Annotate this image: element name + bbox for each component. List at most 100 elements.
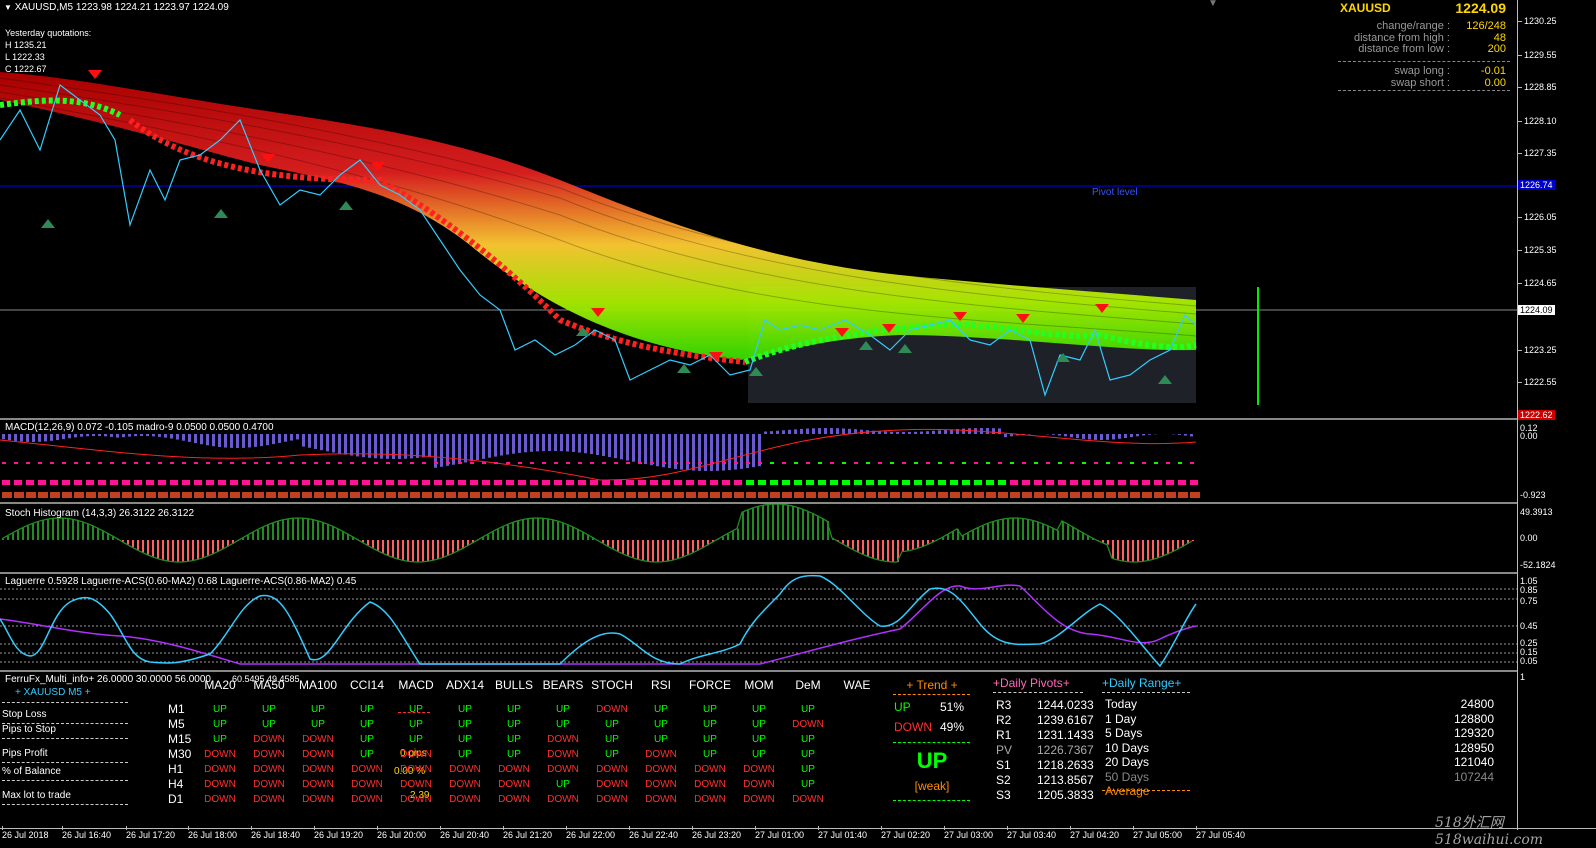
indicator-signal: UP [392,734,440,745]
indicator-signal: DOWN [490,779,538,790]
macd-block [266,492,276,498]
macd-block [746,492,756,498]
macd-bar [158,434,161,437]
indicator-column-header: WAE [833,678,881,692]
macd-block [134,480,142,485]
stoch-bar [1032,520,1034,540]
macd-bar [1118,434,1121,439]
macd-dot [1118,462,1122,464]
macd-block [38,480,46,485]
indicator-signal: DOWN [294,749,342,760]
macd-dot [98,462,102,464]
scroll-marker-icon[interactable]: ▼ [1208,0,1218,9]
laguerre-pane[interactable] [0,574,1517,670]
macd-block [1046,492,1056,498]
macd-block [506,480,514,485]
macd-bar [1148,434,1151,435]
stoch-bar [212,540,214,554]
pivot-value: 1205.3833 [1037,788,1094,802]
indicator-signal: DOWN [637,779,685,790]
stoch-bar [632,540,634,558]
divider [893,800,970,801]
tick [1518,87,1522,88]
macd-dot [1058,462,1062,464]
macd-block [26,480,34,485]
macd-bar [146,434,149,436]
stoch-bar [532,518,534,540]
macd-bar [224,434,227,448]
macd-block [2,492,12,498]
stoch-bar [1157,540,1159,558]
macd-block [650,492,660,498]
macd-bar [380,434,383,459]
stoch-bar [372,540,374,548]
macd-bar [506,434,509,455]
indicator-column-header: MACD [392,678,440,692]
stoch-bar [772,504,774,540]
stoch-bar [1062,521,1064,540]
stoch-bar [1052,528,1054,540]
info-row-value: 200 [1488,43,1506,55]
stoch-bar [617,540,619,551]
stoch-bar [567,524,569,540]
stoch-bar [757,507,759,540]
chart-menu-icon[interactable]: ▼ [4,3,12,12]
indicator-signal: UP [441,749,489,760]
macd-block [578,480,586,485]
risk-label: Max lot to trade [2,790,71,801]
stoch-bar [1027,519,1029,540]
indicator-signal: DOWN [343,794,391,805]
laguerre-axis-label: 0.45 [1520,621,1538,631]
macd-bar [536,434,539,451]
macd-dot [710,462,714,464]
macd-block [362,480,370,485]
time-axis-label: 27 Jul 05:40 [1196,830,1245,840]
macd-bar [884,431,887,434]
stoch-bar [172,540,174,562]
indicator-signal: DOWN [539,749,587,760]
time-axis-label: 26 Jul 17:20 [126,830,175,840]
laguerre-label: Laguerre 0.5928 Laguerre-ACS(0.60-MA2) 0… [5,576,356,587]
stoch-bar [562,523,564,540]
macd-bar [350,434,353,456]
macd-bar [902,432,905,434]
macd-block [338,480,346,485]
macd-block [350,492,360,498]
macd-block [806,480,814,485]
indicator-signal: DOWN [343,764,391,775]
macd-block [842,492,852,498]
macd-bar [266,434,269,445]
stoch-bar [487,535,489,540]
stoch-bar [887,540,889,561]
price-chart[interactable] [0,0,1520,418]
macd-block [122,480,130,485]
stoch-bar [952,532,954,540]
stoch-axis-bottom: -52.1824 [1520,560,1556,570]
time-axis-label: 26 Jul 22:40 [629,830,678,840]
stoch-bar [752,508,754,540]
indicator-signal: UP [588,719,636,730]
timeframe-label: H1 [168,762,183,776]
macd-block [782,480,790,485]
macd-bar [104,434,107,436]
pivot-key: R2 [996,713,1011,727]
indicator-signal: UP [686,749,734,760]
macd-block [902,492,912,498]
stoch-bar [267,525,269,540]
macd-block [542,492,552,498]
macd-block [170,492,180,498]
indicator-signal: DOWN [637,749,685,760]
macd-dot [866,462,870,464]
stoch-bar [77,520,79,540]
macd-bar [1184,434,1187,436]
macd-dot [146,462,150,464]
stoch-bar [197,540,199,560]
macd-block [710,480,718,485]
macd-block [986,480,994,485]
stoch-bar [822,518,824,540]
stoch-bar [257,530,259,540]
macd-dot [230,462,234,464]
macd-block [1070,480,1078,485]
macd-block [254,480,262,485]
stoch-pane[interactable] [0,504,1517,572]
